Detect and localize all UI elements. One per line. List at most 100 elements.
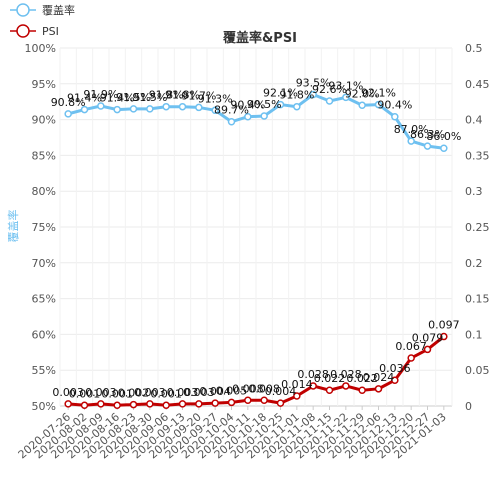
data-point [64, 400, 72, 408]
left-tick-label: 55% [32, 364, 56, 377]
data-label: 0.028 [297, 368, 329, 381]
data-label: 0.003 [134, 386, 166, 399]
data-label: 93.5% [296, 77, 331, 90]
data-point [227, 117, 236, 126]
data-point [129, 105, 138, 113]
chart-title: 覆盖率&PSI [223, 30, 297, 46]
data-label: 91.7% [181, 89, 216, 102]
data-point [325, 97, 334, 105]
legend-swatch-marker [16, 3, 30, 17]
data-label: 0.014 [281, 378, 313, 391]
data-label: 91.4% [100, 92, 135, 105]
data-label: 91.9% [83, 88, 118, 101]
data-point [113, 401, 121, 410]
right-tick-label: 0.45 [465, 78, 490, 91]
data-point [391, 376, 399, 384]
data-point [195, 103, 203, 112]
data-label: 92.6% [312, 83, 347, 96]
data-label: 91.5% [132, 91, 167, 104]
data-label: 0.024 [363, 371, 395, 384]
data-label: 92.1% [361, 87, 396, 100]
data-label: 0.008 [232, 382, 264, 395]
right-tick-label: 0.4 [465, 114, 483, 127]
data-label: 87.0% [394, 123, 429, 136]
data-point [80, 401, 89, 410]
data-label: 91.8% [165, 89, 200, 102]
data-point [276, 399, 285, 407]
right-tick-label: 0.35 [465, 149, 490, 162]
data-point [146, 400, 154, 408]
right-tick-label: 0.05 [465, 364, 490, 377]
data-label: 89.7% [214, 104, 249, 117]
data-label: 0.022 [314, 372, 346, 385]
data-label: 0.004 [199, 385, 231, 398]
data-point [244, 112, 252, 121]
data-point [293, 102, 301, 111]
data-point [374, 100, 383, 109]
data-label: 90.5% [247, 98, 282, 111]
data-labels: 90.8%91.4%91.9%91.4%91.5%91.5%91.8%91.8%… [51, 77, 462, 401]
data-label: 91.8% [149, 89, 184, 102]
data-label: 0.001 [101, 387, 133, 400]
data-point [260, 396, 268, 405]
data-point [129, 400, 138, 409]
data-label: 86.3% [410, 128, 445, 141]
left-tick-label: 80% [32, 185, 56, 198]
data-point [391, 112, 399, 121]
data-label: 91.5% [116, 91, 151, 104]
left-tick-label: 95% [32, 78, 56, 91]
data-label: 86.0% [426, 130, 461, 143]
data-point [293, 392, 301, 400]
data-point [309, 382, 317, 390]
right-tick-label: 0.25 [465, 221, 490, 234]
data-label: 0.001 [150, 387, 182, 400]
left-tick-label: 90% [32, 114, 56, 127]
data-point [342, 93, 350, 102]
data-point [407, 137, 415, 145]
data-label: 0.005 [216, 384, 248, 397]
data-point [178, 400, 187, 408]
data-point [64, 110, 72, 118]
data-label: 0.022 [346, 372, 378, 385]
data-point [358, 101, 366, 110]
data-label: 0.003 [52, 386, 84, 399]
data-label: 90.4% [377, 99, 412, 112]
left-axis-label: 覆盖率 [6, 210, 20, 243]
data-label: 0.036 [379, 362, 411, 375]
data-point [440, 332, 448, 341]
data-label: 93.1% [328, 79, 363, 92]
data-label: 0.067 [395, 340, 427, 353]
data-point [309, 90, 317, 99]
data-point [342, 382, 350, 390]
left-tick-label: 85% [32, 149, 56, 162]
data-point [146, 105, 154, 113]
data-point [423, 142, 432, 150]
data-point [260, 112, 268, 120]
data-point [211, 399, 219, 407]
data-label: 0.079 [412, 331, 444, 344]
data-label: 0.003 [183, 386, 215, 399]
data-point [195, 400, 203, 408]
data-label: 0.003 [167, 386, 199, 399]
data-point [407, 354, 415, 362]
data-point [423, 345, 432, 354]
data-point [162, 401, 170, 410]
data-label: 0.004 [265, 385, 297, 398]
left-tick-label: 65% [32, 293, 56, 306]
data-label: 0.001 [69, 387, 101, 400]
data-label: 92.0% [345, 87, 380, 100]
axes: 50% 0 55% 0.05 60% 0.1 65% 0.15 70% 0.2 75% 0.25 80%… [16, 42, 490, 461]
data-label: 91.8% [279, 89, 314, 102]
left-tick-label: 60% [32, 328, 56, 341]
data-label: 0.028 [330, 368, 362, 381]
legend-label: 覆盖率 [42, 3, 75, 17]
series-points [64, 90, 448, 410]
left-tick-label: 100% [25, 42, 56, 55]
legend: 覆盖率 PSI [10, 3, 75, 38]
data-label: 90.4% [230, 99, 265, 112]
data-label: 0.008 [248, 382, 280, 395]
data-point [97, 102, 105, 110]
data-point [358, 386, 366, 394]
grid [59, 47, 453, 407]
